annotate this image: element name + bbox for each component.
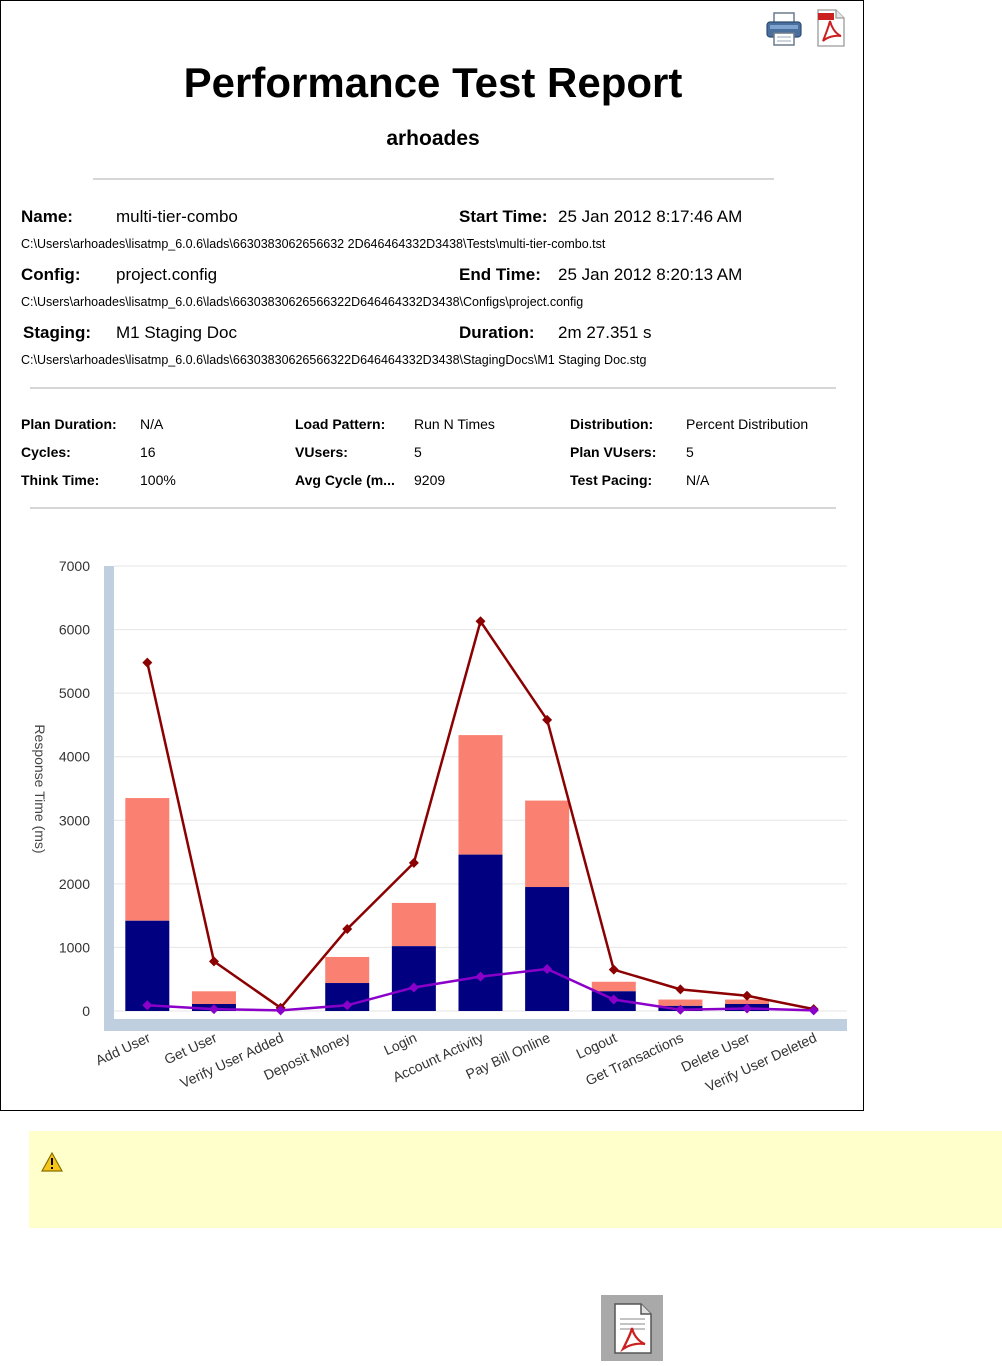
max-marker <box>342 923 353 934</box>
x-axis-band <box>104 1019 847 1031</box>
min-marker <box>408 982 419 993</box>
divider <box>30 507 836 509</box>
name-path: C:\Users\arhoades\lisatmp_6.0.6\lads\663… <box>21 237 606 251</box>
bar-upper <box>125 798 170 921</box>
load-pattern-label: Load Pattern: <box>295 416 386 432</box>
name-label: Name: <box>21 207 73 226</box>
plan-vusers-label: Plan VUsers: <box>570 444 657 460</box>
test-pacing-value: N/A <box>686 472 710 488</box>
max-marker <box>742 990 753 1001</box>
distribution-value: Percent Distribution <box>686 416 809 432</box>
cycles-value: 16 <box>140 444 156 460</box>
cycles-label: Cycles: <box>21 444 71 460</box>
bar-upper <box>591 981 636 992</box>
think-time-label: Think Time: <box>21 472 100 488</box>
pdf-icon[interactable] <box>815 9 847 47</box>
y-tick-label: 1000 <box>59 939 90 955</box>
report-user: arhoades <box>386 127 480 150</box>
max-marker <box>608 964 619 975</box>
min-marker <box>342 1000 353 1011</box>
duration-value: 2m 27.351 s <box>558 323 652 342</box>
bar-upper <box>458 735 503 855</box>
config-path: C:\Users\arhoades\lisatmp_6.0.6\lads\663… <box>21 295 584 309</box>
min-marker <box>608 994 619 1005</box>
staging-path: C:\Users\arhoades\lisatmp_6.0.6\lads\663… <box>21 353 647 367</box>
start-time-label: Start Time: <box>459 207 548 226</box>
x-tick-label: Verify User Deleted <box>703 1029 819 1094</box>
y-tick-label: 4000 <box>59 749 90 765</box>
name-value: multi-tier-combo <box>116 207 238 226</box>
min-marker <box>142 1000 153 1011</box>
config-label: Config: <box>21 265 81 284</box>
y-tick-label: 0 <box>82 1003 90 1019</box>
pdf-document-glyph <box>614 1303 652 1354</box>
bar-upper <box>391 902 436 947</box>
x-tick-label: Login <box>381 1029 419 1058</box>
load-pattern-value: Run N Times <box>414 416 495 432</box>
report-title: Performance Test Report <box>183 59 683 106</box>
y-axis-band <box>104 566 114 1019</box>
min-marker <box>475 971 486 982</box>
pdf-document-icon[interactable] <box>601 1295 663 1361</box>
config-value: project.config <box>116 265 218 284</box>
end-time-label: End Time: <box>459 265 541 284</box>
response-time-chart: 0 1000 2000 3000 4000 5000 6000 7000 Response Ti… <box>32 558 847 1095</box>
bar-upper <box>525 800 570 888</box>
divider <box>30 387 836 389</box>
bar-lower <box>458 854 503 1011</box>
y-tick-label: 3000 <box>59 812 90 828</box>
max-marker <box>675 984 686 995</box>
min-marker <box>275 1005 286 1016</box>
min-marker <box>808 1005 819 1016</box>
vusers-label: VUsers: <box>295 444 348 460</box>
min-marker <box>208 1004 219 1015</box>
bar-upper <box>725 999 770 1005</box>
plan-duration-label: Plan Duration: <box>21 416 117 432</box>
end-time-value: 25 Jan 2012 8:20:13 AM <box>558 265 743 284</box>
x-tick-label: Logout <box>573 1029 619 1062</box>
y-tick-label: 7000 <box>59 558 90 574</box>
max-marker <box>475 616 486 627</box>
max-marker <box>142 657 153 668</box>
start-time-value: 25 Jan 2012 8:17:46 AM <box>558 207 743 226</box>
bar-lower <box>391 946 436 1011</box>
min-marker <box>675 1004 686 1015</box>
x-tick-label: Add User <box>93 1029 153 1068</box>
plan-duration-value: N/A <box>140 416 164 432</box>
bar-upper <box>325 956 370 984</box>
max-marker <box>542 714 553 725</box>
think-time-value: 100% <box>140 472 176 488</box>
report-panel: Performance Test Report arhoades Name: m… <box>0 0 864 1111</box>
warning-message <box>29 1131 1002 1228</box>
max-marker <box>208 956 219 967</box>
test-pacing-label: Test Pacing: <box>570 472 653 488</box>
max-marker <box>408 857 419 868</box>
bar-upper <box>658 999 703 1006</box>
printer-icon[interactable] <box>765 11 803 47</box>
vusers-value: 5 <box>414 444 422 460</box>
avg-cycle-value: 9209 <box>414 472 446 488</box>
duration-label: Duration: <box>459 323 535 342</box>
min-marker <box>542 964 553 975</box>
staging-value: M1 Staging Doc <box>116 323 237 342</box>
avg-cycle-label: Avg Cycle (m... <box>295 472 395 488</box>
y-tick-label: 6000 <box>59 622 90 638</box>
y-tick-label: 2000 <box>59 876 90 892</box>
staging-label: Staging: <box>23 323 91 342</box>
y-axis-title: Response Time (ms) <box>32 724 48 853</box>
distribution-label: Distribution: <box>570 416 654 432</box>
y-tick-label: 5000 <box>59 685 90 701</box>
warning-icon <box>41 1152 63 1172</box>
bar-lower <box>525 887 570 1011</box>
min-marker <box>742 1003 753 1014</box>
bar-upper <box>191 991 236 1005</box>
divider <box>93 178 774 180</box>
plan-vusers-value: 5 <box>686 444 694 460</box>
bar-lower <box>125 920 170 1011</box>
